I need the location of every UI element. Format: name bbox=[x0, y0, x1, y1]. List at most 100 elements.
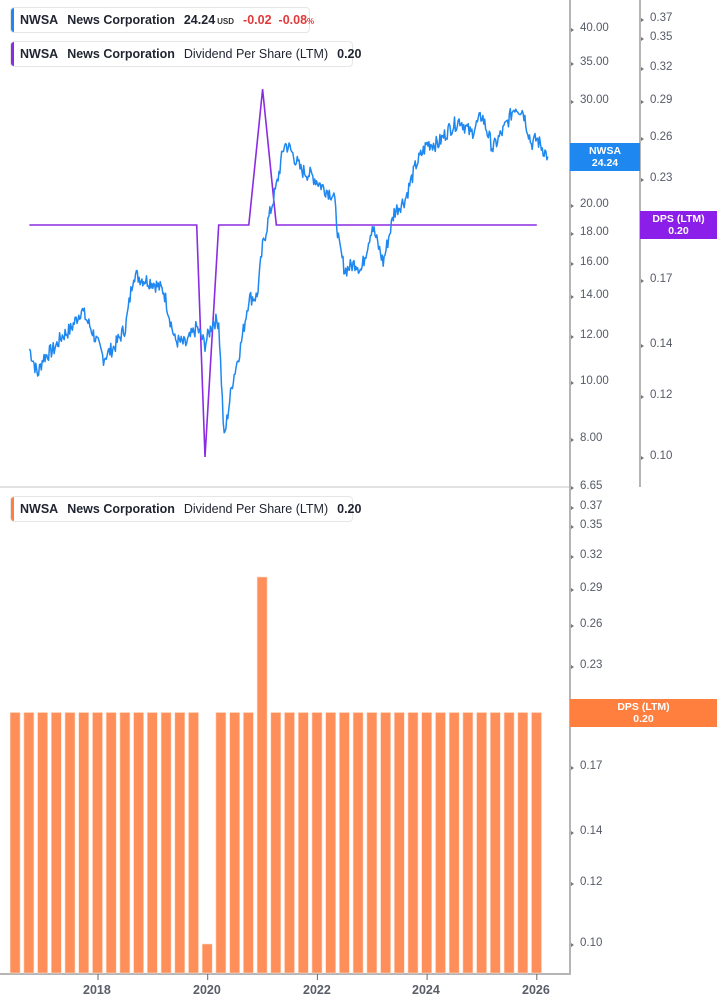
dps-bar bbox=[256, 576, 268, 974]
legend-company: News Corporation bbox=[67, 502, 175, 516]
dps-bar bbox=[147, 712, 158, 974]
legend-ticker: NWSA bbox=[20, 47, 59, 61]
dps-bar bbox=[366, 712, 378, 974]
dps-tick: 0.23 bbox=[650, 172, 673, 184]
dps-bar bbox=[50, 712, 62, 974]
dps-bar bbox=[105, 712, 117, 974]
dps-bar bbox=[23, 712, 35, 974]
legend-value: 0.20 bbox=[337, 502, 362, 516]
legend-company: News Corporation bbox=[67, 13, 175, 27]
dps-bar bbox=[133, 712, 144, 974]
dps-bar bbox=[393, 712, 405, 974]
price-tick: 8.00 bbox=[580, 432, 603, 444]
dps-bar bbox=[462, 712, 474, 974]
x-tick: 2018 bbox=[83, 983, 111, 997]
legend-company: News Corporation bbox=[67, 47, 175, 61]
dps-bar bbox=[407, 712, 419, 974]
axis-tick-markers bbox=[571, 18, 644, 947]
dps-tick: 0.26 bbox=[580, 618, 603, 630]
dps-bar bbox=[448, 712, 460, 974]
legend-metric: Dividend Per Share (LTM) bbox=[183, 502, 329, 516]
dps-bar bbox=[503, 712, 515, 974]
dps-tick: 0.12 bbox=[580, 876, 603, 888]
price-tick: 12.00 bbox=[580, 329, 609, 341]
dps-bar bbox=[352, 712, 364, 974]
dps-top-tag: DPS (LTM) 0.20 bbox=[640, 211, 717, 239]
price-tick: 16.00 bbox=[580, 256, 609, 268]
dps-bar bbox=[78, 712, 89, 974]
x-tick: 2026 bbox=[522, 983, 550, 997]
dps-tick: 0.26 bbox=[650, 131, 673, 143]
dps-bar bbox=[435, 712, 446, 974]
dps-bar bbox=[160, 712, 172, 974]
legend-metric: Dividend Per Share (LTM) bbox=[183, 47, 329, 61]
price-legend-color bbox=[11, 8, 14, 32]
dps-top-legend-color bbox=[11, 42, 14, 66]
dps-tick: 0.35 bbox=[650, 31, 673, 43]
price-tick: 35.00 bbox=[580, 56, 609, 68]
dps-bar bbox=[174, 712, 186, 974]
price-legend[interactable]: NWSA News Corporation 24.24 USD -0.02 -0… bbox=[10, 7, 314, 33]
dps-bar bbox=[119, 712, 131, 974]
dps-tick: 0.10 bbox=[650, 450, 673, 462]
dps-tick: 0.37 bbox=[580, 500, 603, 512]
dps-bar bbox=[311, 712, 323, 974]
price-tag: NWSA 24.24 bbox=[570, 143, 640, 171]
dps-tick: 0.14 bbox=[580, 825, 603, 837]
dps-tick: 0.29 bbox=[580, 582, 603, 594]
dps-tick: 0.32 bbox=[650, 61, 673, 73]
dps-bar bbox=[92, 712, 103, 974]
x-tick: 2024 bbox=[412, 983, 440, 997]
dps-tick: 0.35 bbox=[580, 519, 603, 531]
dps-bar bbox=[339, 712, 350, 974]
legend-price: 24.24 bbox=[183, 13, 216, 27]
dps-bar bbox=[380, 712, 391, 974]
legend-ticker: NWSA bbox=[20, 502, 59, 516]
x-axis-ticks bbox=[97, 974, 538, 980]
legend-value: 0.20 bbox=[337, 47, 362, 61]
price-tick: 6.65 bbox=[580, 480, 603, 492]
dps-bottom-tag: DPS (LTM) 0.20 bbox=[570, 699, 717, 727]
dps-tick: 0.32 bbox=[580, 549, 603, 561]
dps-tick: 0.14 bbox=[650, 338, 673, 350]
price-tick: 14.00 bbox=[580, 289, 609, 301]
dps-bar bbox=[531, 712, 542, 974]
dps-tick: 0.10 bbox=[580, 937, 603, 949]
price-tick: 30.00 bbox=[580, 94, 609, 106]
price-tick: 20.00 bbox=[580, 198, 609, 210]
dps-bar bbox=[325, 712, 337, 974]
x-tick: 2020 bbox=[193, 983, 221, 997]
dps-bars bbox=[9, 576, 542, 974]
dps-tick: 0.17 bbox=[650, 273, 673, 285]
dps-bar bbox=[270, 712, 282, 974]
price-line bbox=[28, 107, 549, 434]
dps-bar bbox=[64, 712, 76, 974]
dps-bar bbox=[9, 712, 21, 974]
dps-bottom-legend[interactable]: NWSA News Corporation Dividend Per Share… bbox=[10, 496, 361, 522]
price-tick: 10.00 bbox=[580, 375, 609, 387]
x-tick: 2022 bbox=[303, 983, 331, 997]
dps-bar bbox=[297, 712, 309, 974]
dps-top-legend[interactable]: NWSA News Corporation Dividend Per Share… bbox=[10, 41, 361, 67]
dps-tick: 0.29 bbox=[650, 94, 673, 106]
dps-bar bbox=[476, 712, 487, 974]
dps-line bbox=[29, 89, 537, 458]
dps-bar bbox=[284, 712, 295, 974]
dps-bar bbox=[517, 712, 529, 974]
dps-bar bbox=[421, 712, 433, 974]
dps-bottom-legend-color bbox=[11, 497, 14, 521]
dps-bar bbox=[243, 712, 254, 974]
dps-bar bbox=[37, 712, 48, 974]
legend-change-pct: -0.08% bbox=[278, 13, 315, 27]
dps-tick: 0.23 bbox=[580, 659, 603, 671]
dps-bar bbox=[489, 712, 501, 974]
price-tick: 18.00 bbox=[580, 226, 609, 238]
legend-change: -0.02 bbox=[243, 13, 272, 27]
dps-bar bbox=[215, 712, 227, 974]
dps-bar bbox=[188, 712, 199, 974]
price-tick: 40.00 bbox=[580, 22, 609, 34]
dps-tick: 0.37 bbox=[650, 12, 673, 24]
dps-bar bbox=[229, 712, 240, 974]
legend-currency: USD bbox=[217, 17, 235, 26]
dps-tick: 0.17 bbox=[580, 760, 603, 772]
